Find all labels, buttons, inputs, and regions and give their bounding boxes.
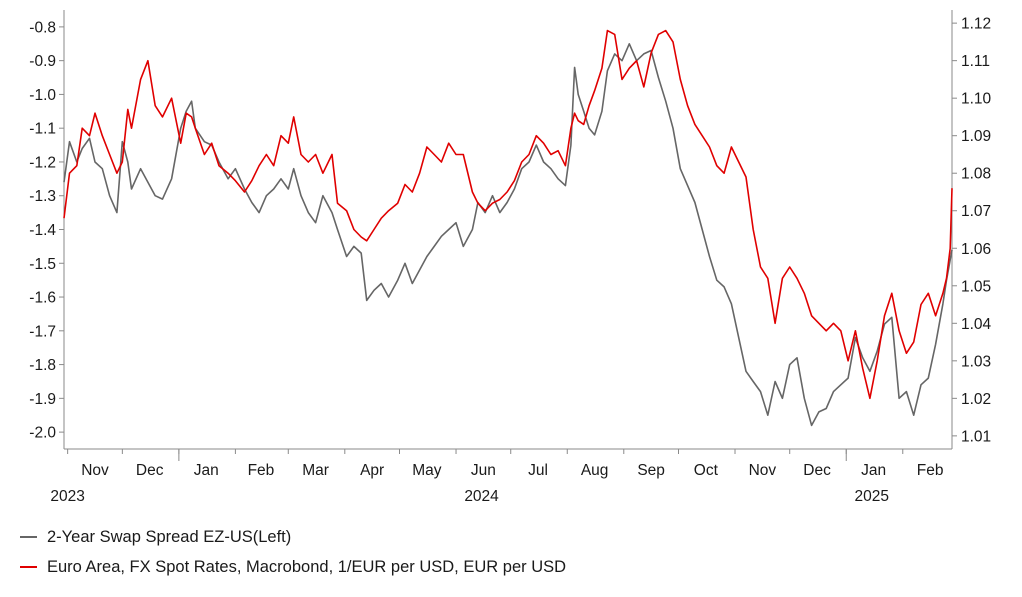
- left-tick-label: -0.8: [29, 19, 56, 36]
- right-tick-label: 1.05: [961, 278, 991, 295]
- right-tick-label: 1.11: [961, 53, 990, 70]
- left-tick-label: -0.9: [29, 53, 56, 70]
- x-tick-label: Feb: [248, 462, 275, 479]
- x-tick-label: Sep: [637, 462, 665, 479]
- right-tick-label: 1.02: [961, 391, 991, 408]
- right-tick-label: 1.08: [961, 166, 991, 183]
- right-tick-label: 1.12: [961, 16, 991, 33]
- x-tick-label: Feb: [917, 462, 944, 479]
- left-tick-label: -1.5: [29, 256, 56, 273]
- x-year-label: 2024: [464, 488, 499, 505]
- series-line-fx: [63, 29, 953, 400]
- legend-label-spread: 2-Year Swap Spread EZ-US(Left): [47, 527, 292, 546]
- left-tick-label: -1.2: [29, 154, 56, 171]
- x-tick-label: Nov: [749, 462, 777, 479]
- x-year-label: 2023: [50, 488, 84, 505]
- left-tick-label: -1.6: [29, 290, 56, 307]
- legend-swatch-fx: [20, 566, 37, 568]
- left-tick-label: -1.0: [29, 87, 56, 104]
- dual-axis-line-chart: -0.8 -0.9 -1.0 -1.1 -1.2 -1.3 -1.4 -1.5 -1.6 -1.7…: [29, 10, 992, 505]
- left-tick-label: -1.3: [29, 188, 56, 205]
- left-tick-label: -1.8: [29, 357, 56, 374]
- left-tick-label: -1.4: [29, 222, 56, 239]
- right-tick-label: 1.06: [961, 241, 991, 258]
- legend-item-fx: Euro Area, FX Spot Rates, Macrobond, 1/E…: [20, 552, 566, 582]
- x-tick-label: Nov: [81, 462, 109, 479]
- legend-swatch-spread: [20, 536, 37, 538]
- right-tick-label: 1.01: [961, 428, 991, 445]
- left-tick-label: -1.9: [29, 391, 56, 408]
- right-tick-label: 1.09: [961, 128, 991, 145]
- left-tick-label: -2.0: [29, 425, 56, 442]
- x-tick-label: Oct: [694, 462, 719, 479]
- right-tick-label: 1.10: [961, 91, 992, 108]
- x-tick-label: Jan: [861, 462, 886, 479]
- x-tick-label: Dec: [803, 462, 831, 479]
- legend-item-spread: 2-Year Swap Spread EZ-US(Left): [20, 522, 566, 552]
- right-tick-label: 1.04: [961, 316, 992, 333]
- x-tick-label: Jul: [528, 462, 548, 479]
- legend: 2-Year Swap Spread EZ-US(Left) Euro Area…: [20, 522, 566, 582]
- right-tick-label: 1.03: [961, 353, 991, 370]
- x-tick-label: Mar: [302, 462, 329, 479]
- series-line-spread: [63, 43, 953, 427]
- x-tick-label: May: [412, 462, 442, 479]
- x-tick-label: Jun: [471, 462, 496, 479]
- legend-label-fx: Euro Area, FX Spot Rates, Macrobond, 1/E…: [47, 557, 567, 576]
- x-tick-label: Jan: [194, 462, 219, 479]
- x-year-label: 2025: [855, 488, 889, 505]
- x-tick-label: Aug: [581, 462, 609, 479]
- left-tick-label: -1.7: [29, 323, 56, 340]
- right-tick-label: 1.07: [961, 203, 991, 220]
- left-tick-label: -1.1: [29, 121, 56, 138]
- x-tick-label: Apr: [360, 462, 384, 479]
- x-tick-label: Dec: [136, 462, 164, 479]
